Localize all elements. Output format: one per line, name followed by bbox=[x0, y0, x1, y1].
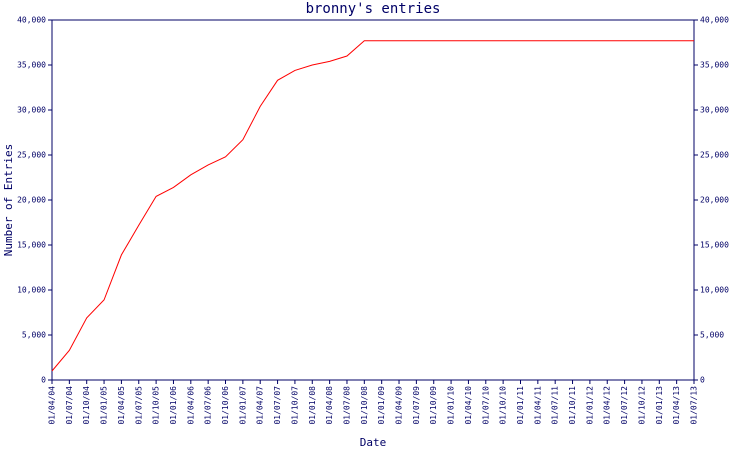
y2-tick-label: 5,000 bbox=[700, 331, 724, 340]
x-tick-label: 01/10/04 bbox=[82, 386, 91, 425]
y-tick-label: 15,000 bbox=[17, 241, 46, 250]
y-tick-label: 35,000 bbox=[17, 61, 46, 70]
x-tick-label: 01/07/13 bbox=[690, 386, 699, 425]
x-tick-label: 01/07/10 bbox=[481, 386, 490, 425]
y-tick-label: 20,000 bbox=[17, 196, 46, 205]
x-tick-label: 01/01/08 bbox=[308, 386, 317, 425]
y2-tick-label: 15,000 bbox=[700, 241, 729, 250]
x-tick-label: 01/07/09 bbox=[412, 386, 421, 425]
x-tick-label: 01/10/10 bbox=[499, 386, 508, 425]
x-tick-label: 01/10/09 bbox=[429, 386, 438, 425]
y-tick-label: 0 bbox=[41, 376, 46, 385]
x-tick-label: 01/01/05 bbox=[100, 386, 109, 425]
x-tick-label: 01/01/11 bbox=[516, 386, 525, 425]
y2-tick-label: 25,000 bbox=[700, 151, 729, 160]
x-tick-label: 01/07/06 bbox=[204, 386, 213, 425]
x-tick-label: 01/07/07 bbox=[273, 386, 282, 425]
x-tick-label: 01/04/12 bbox=[603, 386, 612, 425]
x-tick-label: 01/01/06 bbox=[169, 386, 178, 425]
x-tick-label: 01/04/10 bbox=[464, 386, 473, 425]
data-line bbox=[51, 40, 694, 372]
x-tick-label: 01/07/08 bbox=[342, 386, 351, 425]
y-tick-label: 25,000 bbox=[17, 151, 46, 160]
x-tick-label: 01/10/06 bbox=[221, 386, 230, 425]
y2-tick-label: 35,000 bbox=[700, 61, 729, 70]
x-tick-label: 01/04/04 bbox=[48, 386, 57, 425]
y2-tick-label: 0 bbox=[700, 376, 705, 385]
x-tick-label: 01/10/05 bbox=[152, 386, 161, 425]
y-axis-label: Number of Entries bbox=[2, 144, 15, 257]
x-tick-label: 01/01/09 bbox=[377, 386, 386, 425]
x-tick-label: 01/10/08 bbox=[360, 386, 369, 425]
x-tick-label: 01/01/13 bbox=[655, 386, 664, 425]
x-tick-label: 01/04/13 bbox=[672, 386, 681, 425]
x-tick-label: 01/10/11 bbox=[568, 386, 577, 425]
x-tick-label: 01/01/10 bbox=[447, 386, 456, 425]
x-tick-label: 01/07/11 bbox=[551, 386, 560, 425]
x-axis-label: Date bbox=[360, 436, 387, 449]
y-tick-label: 30,000 bbox=[17, 106, 46, 115]
x-tick-label: 01/01/12 bbox=[585, 386, 594, 425]
x-tick-label: 01/04/06 bbox=[186, 386, 195, 425]
chart-title: bronny's entries bbox=[306, 1, 441, 17]
x-tick-label: 01/10/12 bbox=[637, 386, 646, 425]
x-tick-label: 01/01/07 bbox=[238, 386, 247, 425]
y2-tick-label: 20,000 bbox=[700, 196, 729, 205]
x-tick-label: 01/10/07 bbox=[290, 386, 299, 425]
plot-frame bbox=[51, 19, 695, 381]
x-tick-label: 01/07/04 bbox=[65, 386, 74, 425]
x-tick-label: 01/04/05 bbox=[117, 386, 126, 425]
x-tick-label: 01/04/09 bbox=[395, 386, 404, 425]
y-tick-label: 5,000 bbox=[22, 331, 46, 340]
y-tick-label: 40,000 bbox=[17, 16, 46, 25]
x-tick-label: 01/07/05 bbox=[134, 386, 143, 425]
y2-tick-label: 10,000 bbox=[700, 286, 729, 295]
y2-tick-label: 40,000 bbox=[700, 16, 729, 25]
x-tick-label: 01/04/07 bbox=[256, 386, 265, 425]
y2-tick-label: 30,000 bbox=[700, 106, 729, 115]
y-tick-label: 10,000 bbox=[17, 286, 46, 295]
x-tick-label: 01/04/11 bbox=[533, 386, 542, 425]
x-tick-label: 01/04/08 bbox=[325, 386, 334, 425]
x-tick-label: 01/07/12 bbox=[620, 386, 629, 425]
